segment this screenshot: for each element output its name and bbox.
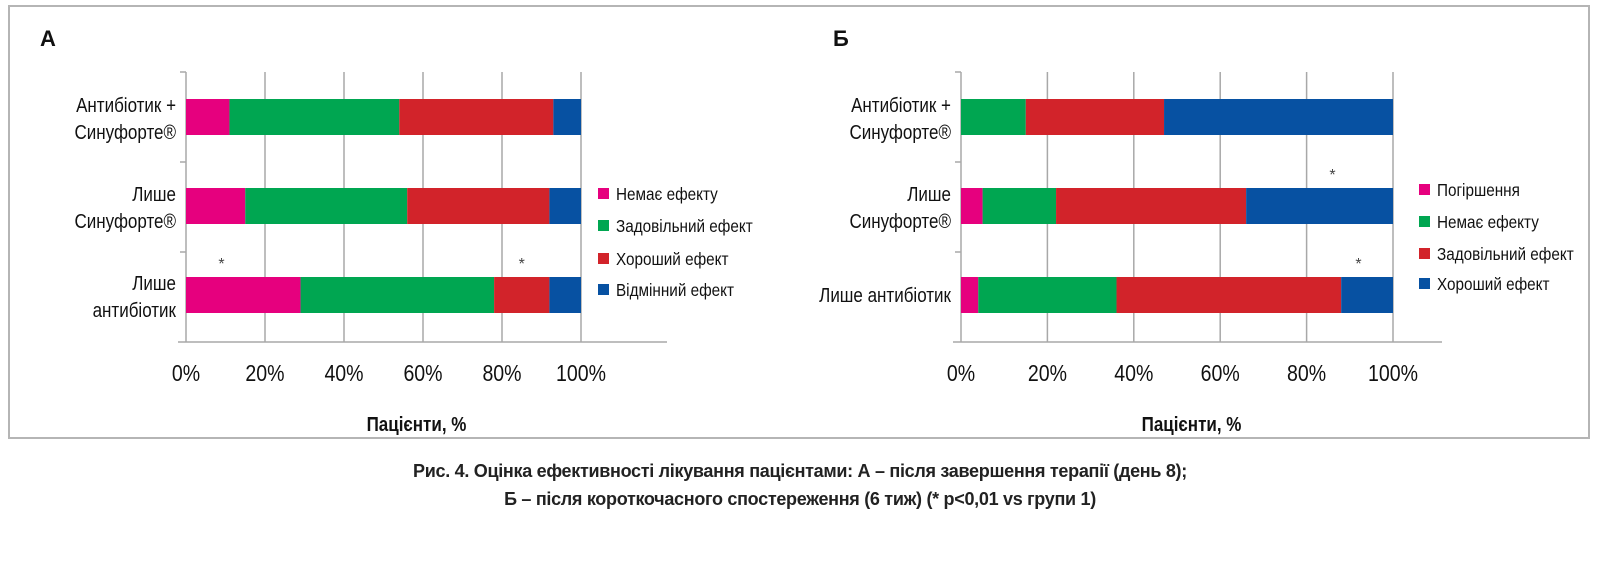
figure-frame: [8, 5, 1590, 439]
category-label: Антибіотик +: [851, 94, 951, 117]
bar-segment-2: [1056, 188, 1247, 224]
bar-segment-2: [1025, 99, 1165, 135]
legend-label: Немає ефекту: [616, 184, 718, 204]
legend-label: Задовільний ефект: [616, 216, 753, 236]
legend-swatch: [1419, 248, 1430, 259]
bar-segment-2: [399, 99, 554, 135]
bar-segment-1: [229, 99, 400, 135]
legend-swatch: [1419, 278, 1430, 289]
panel-label: Б: [833, 26, 849, 51]
figure-caption-line-1: Рис. 4. Оцінка ефективності лікування па…: [413, 461, 1187, 481]
x-axis-title: Пацієнти, %: [1142, 413, 1242, 436]
bar-segment-0: [186, 277, 301, 313]
category-label: Лише антибіотик: [819, 284, 952, 307]
category-label: Лише: [132, 183, 176, 206]
bar-segment-1: [978, 277, 1117, 313]
bar-segment-0: [186, 99, 230, 135]
bar-segment-0: [961, 277, 979, 313]
bar-segment-3: [549, 277, 581, 313]
x-axis-title: Пацієнти, %: [367, 413, 467, 436]
category-label: Синуфорте®: [850, 210, 952, 233]
category-label: Лише: [132, 272, 176, 295]
bar-segment-3: [1246, 188, 1393, 224]
legend-swatch: [598, 284, 609, 295]
category-label: Синуфорте®: [850, 121, 952, 144]
bar-segment-0: [961, 188, 983, 224]
x-tick-label: 100%: [556, 361, 606, 387]
legend-swatch: [1419, 216, 1430, 227]
bar-segment-2: [494, 277, 550, 313]
legend-swatch: [1419, 184, 1430, 195]
legend-label: Немає ефекту: [1437, 212, 1539, 232]
bar-segment-1: [300, 277, 495, 313]
category-label: Синуфорте®: [75, 121, 177, 144]
bar-segment-3: [1341, 277, 1393, 313]
category-label: Лише: [907, 183, 951, 206]
x-tick-label: 40%: [1114, 361, 1153, 387]
legend-swatch: [598, 188, 609, 199]
bar-segment-3: [549, 188, 581, 224]
bar-segment-2: [1116, 277, 1342, 313]
category-label: Синуфорте®: [75, 210, 177, 233]
x-tick-label: 80%: [482, 361, 521, 387]
x-tick-label: 80%: [1287, 361, 1326, 387]
x-tick-label: 20%: [1028, 361, 1067, 387]
x-tick-label: 40%: [324, 361, 363, 387]
x-tick-label: 60%: [1201, 361, 1240, 387]
bar-segment-1: [245, 188, 408, 224]
legend-swatch: [598, 220, 609, 231]
category-label: Антибіотик +: [76, 94, 176, 117]
category-label: антибіотик: [93, 299, 177, 322]
bar-segment-1: [961, 99, 1026, 135]
legend-label: Задовільний ефект: [1437, 244, 1574, 264]
significance-asterisk: *: [519, 256, 525, 273]
bar-segment-3: [1164, 99, 1393, 135]
legend-label: Відмінний ефект: [616, 280, 734, 300]
x-tick-label: 60%: [403, 361, 442, 387]
x-tick-label: 0%: [947, 361, 975, 387]
legend-swatch: [598, 253, 609, 264]
x-tick-label: 100%: [1368, 361, 1418, 387]
legend-label: Хороший ефект: [1437, 274, 1550, 294]
x-tick-label: 20%: [245, 361, 284, 387]
bar-segment-2: [407, 188, 550, 224]
bar-segment-0: [186, 188, 246, 224]
significance-asterisk: *: [218, 256, 224, 273]
legend-label: Погіршення: [1437, 180, 1520, 200]
legend-label: Хороший ефект: [616, 249, 729, 269]
figure-caption-line-2: Б – після короткочасного спостереження (…: [504, 489, 1096, 509]
panel-label: А: [40, 26, 56, 51]
significance-asterisk: *: [1355, 256, 1361, 273]
x-tick-label: 0%: [172, 361, 200, 387]
bar-segment-1: [982, 188, 1057, 224]
bar-segment-3: [553, 99, 581, 135]
significance-asterisk: *: [1329, 167, 1335, 184]
